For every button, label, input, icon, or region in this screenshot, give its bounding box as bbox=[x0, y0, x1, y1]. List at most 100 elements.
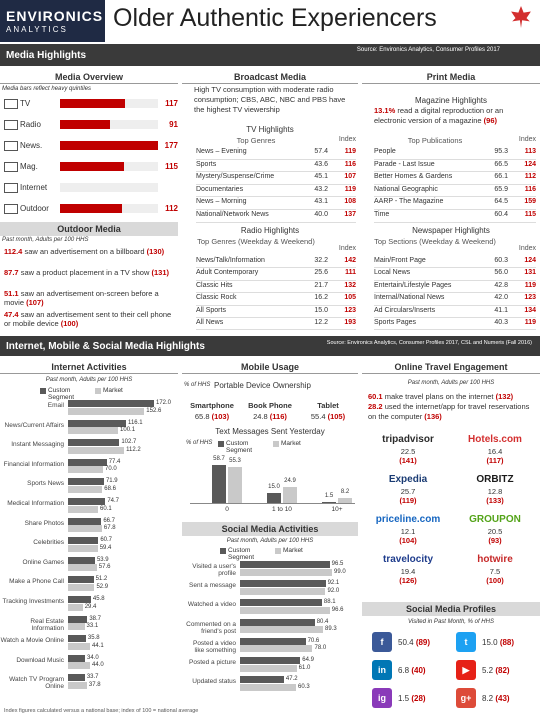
row-label: Classic Hits bbox=[196, 281, 233, 289]
bar-value: 34.0 bbox=[87, 654, 99, 661]
outdoor-item: 112.4 saw an advertisement on a billboar… bbox=[4, 247, 174, 256]
row-label: Classic Rock bbox=[196, 294, 237, 302]
row-line bbox=[374, 221, 536, 223]
legend-label: Custom Segment bbox=[228, 547, 255, 561]
bar-value: 60.1 bbox=[100, 505, 112, 512]
media-icon bbox=[4, 141, 18, 151]
note: Past month, Adults per 100 HHS bbox=[45, 377, 133, 383]
section-title: Online Travel Engagement bbox=[362, 362, 540, 374]
leaf bbox=[511, 6, 531, 28]
bar bbox=[240, 618, 315, 626]
row-value: 57.4 bbox=[314, 148, 328, 155]
bar-value: 112.2 bbox=[126, 446, 141, 453]
row-value: 64.5 bbox=[494, 198, 508, 206]
row-label: Main/Front Page bbox=[374, 257, 426, 264]
sub-title: Radio Highlights bbox=[240, 226, 300, 235]
bar-value: 102.7 bbox=[121, 439, 137, 446]
row-line bbox=[196, 171, 356, 173]
value: 50.4 bbox=[398, 638, 414, 647]
bar-value: 67.8 bbox=[103, 525, 116, 532]
row-index: 142 bbox=[344, 257, 356, 264]
media-label: News. bbox=[20, 141, 43, 150]
bar bbox=[228, 467, 242, 503]
bar bbox=[68, 400, 154, 407]
bar bbox=[68, 681, 87, 689]
social-icon: ▶ bbox=[456, 660, 476, 680]
bar bbox=[267, 493, 281, 503]
brand-index: (93) bbox=[488, 536, 502, 545]
category-label: Watch TV Program Online bbox=[9, 676, 64, 691]
row-index: 116 bbox=[524, 185, 536, 193]
device-value: 24.8 (116) bbox=[242, 412, 298, 421]
media-label: Mag. bbox=[20, 162, 38, 171]
row-index: 119 bbox=[344, 148, 356, 155]
legend-label: Custom Segment bbox=[226, 440, 253, 454]
bar-value: 177 bbox=[164, 141, 178, 150]
subtitle: Portable Device Ownership bbox=[214, 381, 311, 390]
row-value: 12.2 bbox=[314, 319, 328, 326]
value: 13.1% bbox=[374, 106, 396, 115]
media-icon bbox=[4, 162, 18, 172]
table-header: Top Genres bbox=[236, 136, 276, 145]
value: 6.8 bbox=[398, 666, 410, 675]
sub-title: Text Messages Sent Yesterday bbox=[215, 427, 325, 436]
category-label: Email bbox=[47, 402, 64, 409]
value: 60.1 bbox=[368, 392, 383, 401]
bar bbox=[322, 502, 336, 503]
category-label: 0 bbox=[225, 506, 229, 513]
row-line bbox=[196, 304, 356, 306]
bar bbox=[60, 141, 158, 150]
bar bbox=[68, 466, 103, 474]
bar-value: 112 bbox=[165, 204, 178, 213]
bar bbox=[240, 626, 323, 634]
bar-value: 68.6 bbox=[104, 485, 116, 492]
device-value: 55.4 (105) bbox=[300, 412, 356, 421]
axis-line bbox=[190, 503, 355, 504]
index: (28) bbox=[411, 694, 426, 703]
row-line bbox=[196, 267, 356, 269]
bar-value: 92.0 bbox=[327, 587, 340, 594]
section-title: Media Highlights bbox=[6, 50, 86, 61]
brand-logo: Expedia bbox=[388, 474, 428, 485]
bar bbox=[68, 642, 91, 650]
bar-value: 60.3 bbox=[298, 683, 310, 690]
legend-label: Market bbox=[281, 440, 301, 447]
text: saw a product placement in a TV show bbox=[20, 268, 150, 277]
row-value: 40.0 bbox=[314, 211, 328, 218]
index: (136) bbox=[424, 412, 442, 421]
legend-label: Market bbox=[103, 387, 123, 394]
sub-title: TV Highlights bbox=[246, 125, 294, 134]
row-label: National/Network News bbox=[196, 211, 269, 218]
brand-logo: tripadvisor bbox=[382, 434, 434, 445]
row-index: 116 bbox=[344, 160, 356, 168]
text: used the internet/app for travel reserva… bbox=[368, 402, 530, 421]
bar-value: 29.4 bbox=[84, 603, 97, 610]
category-label: Visited a user's profile bbox=[192, 563, 236, 577]
row-value: 32.2 bbox=[314, 257, 328, 264]
bar-value: 44.1 bbox=[92, 642, 104, 649]
bar-value: 116.1 bbox=[128, 419, 143, 426]
category-label: Watch a Movie Online bbox=[0, 637, 64, 645]
bar-value: 77.4 bbox=[108, 458, 121, 465]
row-line bbox=[196, 196, 356, 198]
brand-value: 16.4 bbox=[487, 447, 503, 456]
row-line bbox=[374, 267, 536, 269]
outdoor-item: 87.7 saw a product placement in a TV sho… bbox=[4, 268, 174, 277]
value: 55.4 bbox=[310, 412, 326, 421]
bar-value: 38.7 bbox=[89, 615, 102, 622]
row-index: 132 bbox=[344, 281, 356, 289]
row-value: 42.8 bbox=[494, 281, 508, 289]
brand-index: (133) bbox=[486, 496, 504, 505]
row-value: 66.5 bbox=[494, 160, 508, 168]
category-label: Posted a video like something bbox=[192, 639, 236, 654]
text: make travel plans on the internet bbox=[384, 392, 494, 401]
category-label: Tracking Investments bbox=[2, 598, 64, 605]
value: 112.4 bbox=[4, 247, 23, 256]
title: Older Authentic Experiencers bbox=[113, 4, 437, 32]
row-value: 60.3 bbox=[494, 257, 508, 264]
bar-value: 89.3 bbox=[324, 626, 337, 633]
bar-value: 58.7 bbox=[213, 456, 225, 462]
row-label: Time bbox=[374, 211, 390, 218]
brand-index: (104) bbox=[399, 536, 417, 545]
